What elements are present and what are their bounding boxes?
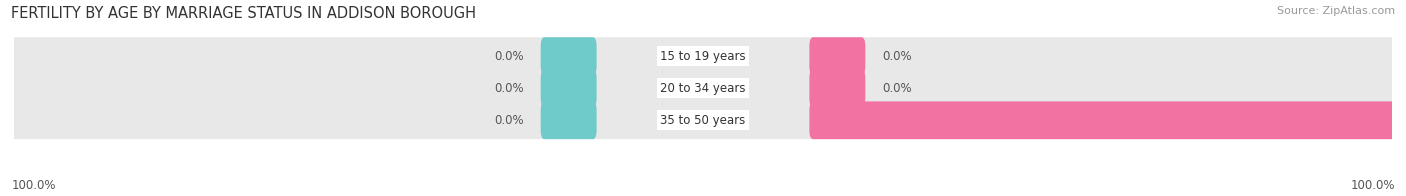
Text: 15 to 19 years: 15 to 19 years bbox=[661, 50, 745, 63]
Text: 0.0%: 0.0% bbox=[882, 82, 911, 95]
Text: 0.0%: 0.0% bbox=[495, 50, 524, 63]
FancyBboxPatch shape bbox=[541, 69, 596, 107]
Text: 100.0%: 100.0% bbox=[1350, 179, 1395, 192]
FancyBboxPatch shape bbox=[810, 37, 865, 75]
FancyBboxPatch shape bbox=[10, 69, 1396, 107]
Text: 0.0%: 0.0% bbox=[495, 114, 524, 127]
FancyBboxPatch shape bbox=[810, 69, 865, 107]
Text: 0.0%: 0.0% bbox=[495, 82, 524, 95]
Text: 100.0%: 100.0% bbox=[11, 179, 56, 192]
Text: FERTILITY BY AGE BY MARRIAGE STATUS IN ADDISON BOROUGH: FERTILITY BY AGE BY MARRIAGE STATUS IN A… bbox=[11, 6, 477, 21]
FancyBboxPatch shape bbox=[541, 37, 596, 75]
Text: 35 to 50 years: 35 to 50 years bbox=[661, 114, 745, 127]
Text: Source: ZipAtlas.com: Source: ZipAtlas.com bbox=[1277, 6, 1395, 16]
Text: 0.0%: 0.0% bbox=[882, 50, 911, 63]
Text: 20 to 34 years: 20 to 34 years bbox=[661, 82, 745, 95]
FancyBboxPatch shape bbox=[541, 101, 596, 139]
FancyBboxPatch shape bbox=[10, 37, 1396, 75]
FancyBboxPatch shape bbox=[10, 101, 1396, 139]
FancyBboxPatch shape bbox=[810, 101, 1396, 139]
